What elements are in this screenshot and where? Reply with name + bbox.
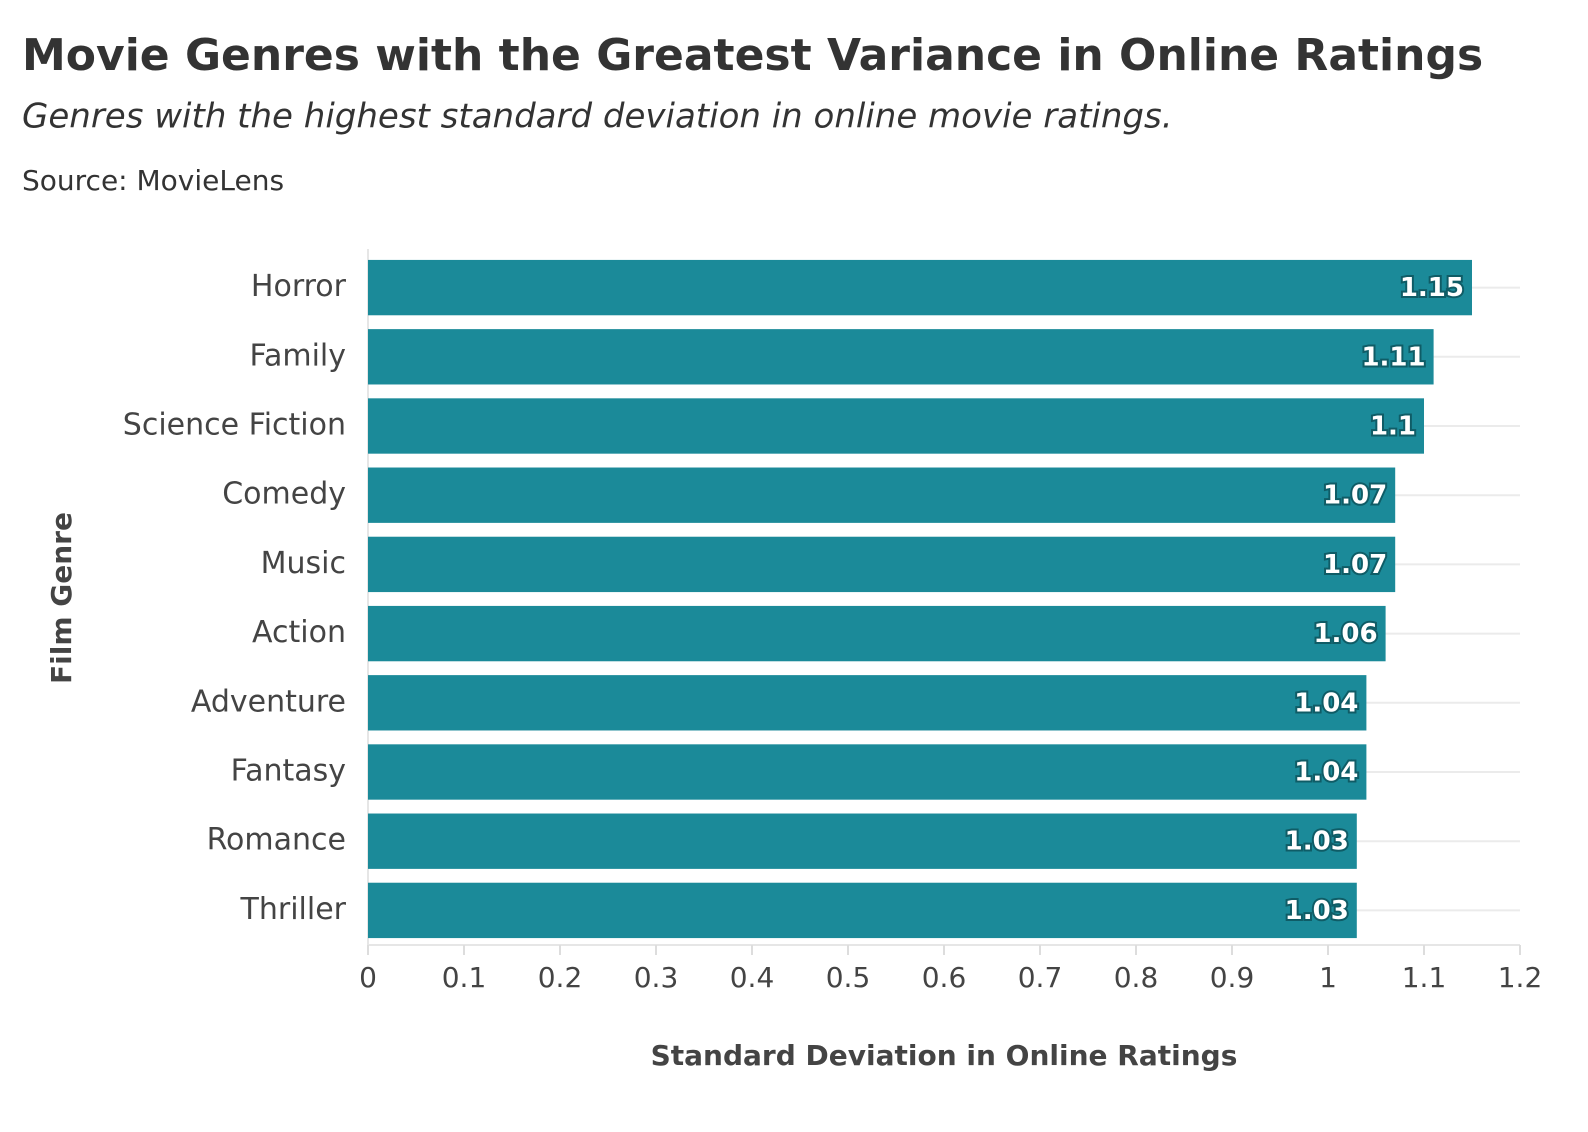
chart-title: Movie Genres with the Greatest Variance … [22, 30, 1483, 81]
y-tick-label: Thriller [240, 892, 347, 927]
x-axis-label: Standard Deviation in Online Ratings [651, 1039, 1238, 1072]
chart-subtitle: Genres with the highest standard deviati… [22, 97, 1173, 137]
value-label: 1.15 [1400, 273, 1464, 303]
value-label: 1.03 [1285, 896, 1349, 926]
y-tick-label: Comedy [222, 477, 346, 512]
source-note: Source: MovieLens [22, 164, 284, 197]
bar [368, 675, 1367, 731]
x-tick-label: 0.7 [1018, 961, 1063, 994]
x-tick-label: 0 [359, 961, 377, 994]
bar [368, 259, 1472, 316]
bar [368, 744, 1367, 800]
x-tick-label: 1.1 [1402, 961, 1447, 994]
x-tick-label: 0.8 [1114, 961, 1159, 994]
value-label: 1.07 [1323, 550, 1387, 580]
y-axis-label: Film Genre [45, 512, 78, 684]
y-tick-label: Family [249, 338, 346, 373]
x-tick-label: 0.9 [1210, 961, 1255, 994]
y-tick-label: Fantasy [231, 754, 346, 789]
bar [368, 398, 1424, 454]
value-label: 1.04 [1294, 688, 1358, 718]
x-tick-label: 0.5 [826, 961, 871, 994]
value-label: 1.1 [1370, 412, 1416, 442]
bar [368, 329, 1434, 385]
value-label: 1.03 [1285, 827, 1349, 857]
y-tick-label: Science Fiction [123, 408, 346, 443]
y-tick-label: Adventure [191, 684, 346, 719]
x-tick-label: 0.4 [730, 961, 775, 994]
bar [368, 536, 1396, 593]
x-tick-label: 0.1 [442, 961, 487, 994]
y-tick-label: Action [252, 615, 346, 650]
bar [368, 813, 1357, 869]
y-tick-label: Romance [207, 823, 346, 858]
x-tick-label: 0.2 [538, 961, 583, 994]
value-label: 1.07 [1323, 481, 1387, 511]
value-label: 1.06 [1313, 619, 1377, 649]
value-label: 1.11 [1361, 342, 1425, 372]
bar [368, 882, 1357, 939]
bar [368, 467, 1396, 523]
x-tick-label: 0.6 [922, 961, 967, 994]
y-tick-label: Music [261, 546, 346, 581]
x-tick-label: 1 [1319, 961, 1337, 994]
bar [368, 605, 1386, 662]
x-tick-label: 0.3 [634, 961, 679, 994]
x-tick-label: 1.2 [1498, 961, 1543, 994]
y-tick-label: Horror [251, 269, 347, 304]
value-label: 1.04 [1294, 758, 1358, 788]
